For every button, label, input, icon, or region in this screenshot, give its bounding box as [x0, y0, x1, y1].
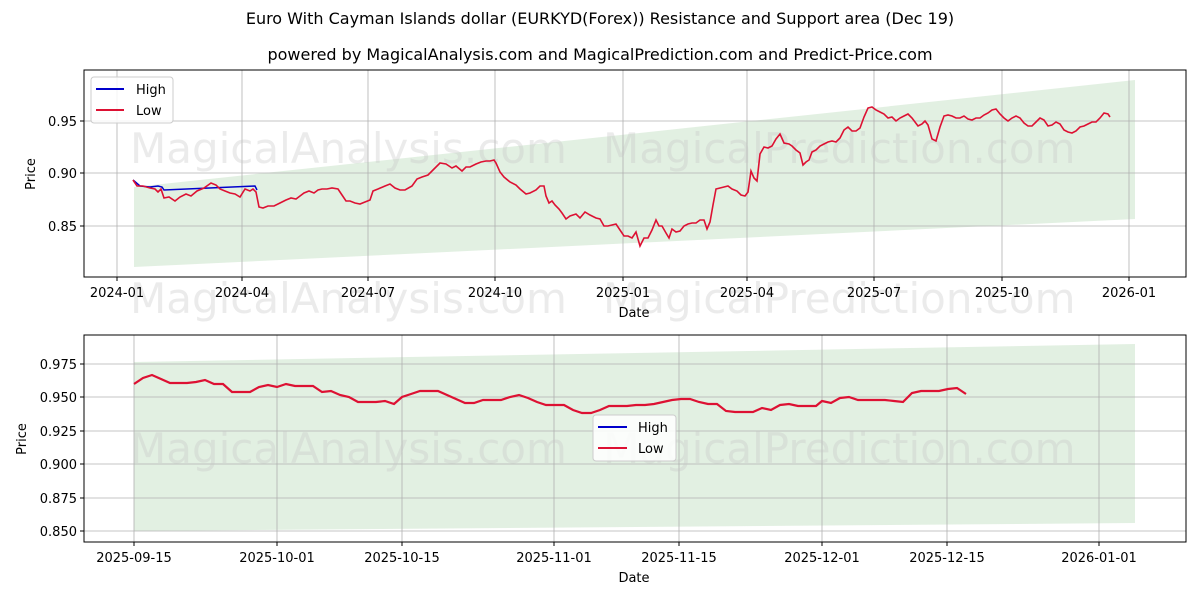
y-tick-label: 0.925	[40, 425, 77, 440]
top-chart: MagicalAnalysis.com MagicalPrediction.co…	[24, 69, 1187, 323]
watermark-prediction-bottom: MagicalPrediction.com	[603, 424, 1076, 473]
watermark-analysis-bottom: MagicalAnalysis.com	[130, 424, 567, 473]
y-tick-label: 0.95	[48, 115, 77, 130]
top-grid	[84, 70, 1186, 277]
bottom-legend: High Low	[592, 414, 677, 462]
y-tick-label: 0.85	[48, 220, 77, 235]
x-tick-label: 2025-07	[847, 286, 901, 301]
chart-title: Euro With Cayman Islands dollar (EURKYD(…	[245, 9, 955, 28]
top-legend: High Low	[90, 76, 174, 124]
legend-high-label: High	[638, 421, 668, 436]
top-y-axis-label: Price	[24, 158, 39, 190]
top-support-resistance-band	[134, 80, 1135, 267]
y-tick-label: 0.90	[48, 167, 77, 182]
y-tick-label: 0.850	[40, 525, 77, 540]
bottom-low-line	[133, 373, 967, 415]
y-tick-label: 0.900	[40, 458, 77, 473]
x-tick-label: 2025-10-01	[239, 551, 315, 566]
watermark-prediction-mid: MagicalPrediction.com	[603, 274, 1076, 323]
watermark-analysis-top: MagicalAnalysis.com	[130, 124, 567, 173]
legend-low-label: Low	[136, 104, 162, 119]
y-tick-label: 0.950	[40, 391, 77, 406]
x-tick-label: 2025-09-15	[96, 551, 172, 566]
top-axes-frame	[83, 69, 1187, 278]
bottom-axis-ticks: 2025-09-15 2025-10-01 2025-10-15 2025-11-01…	[40, 358, 1137, 566]
top-axis-ticks: 2024-01 2024-04 2024-07 2024-10 2025-01 2025-…	[48, 115, 1156, 301]
top-x-axis-label: Date	[618, 306, 649, 321]
watermark-analysis-mid: MagicalAnalysis.com	[130, 274, 567, 323]
x-tick-label: 2025-01	[596, 286, 650, 301]
bottom-axes-frame	[83, 334, 1187, 543]
x-tick-label: 2026-01	[1102, 286, 1156, 301]
bottom-x-axis-label: Date	[618, 571, 649, 586]
legend-high-label: High	[136, 83, 166, 98]
y-tick-label: 0.875	[40, 492, 77, 507]
x-tick-label: 2024-04	[215, 286, 269, 301]
x-tick-label: 2025-10	[975, 286, 1029, 301]
bottom-chart: MagicalAnalysis.com MagicalPrediction.co…	[15, 334, 1187, 586]
x-tick-label: 2025-10-15	[364, 551, 440, 566]
x-tick-label: 2025-04	[720, 286, 774, 301]
x-tick-label: 2024-07	[341, 286, 395, 301]
x-tick-label: 2026-01-01	[1061, 551, 1137, 566]
watermark-prediction-top: MagicalPrediction.com	[603, 124, 1076, 173]
x-tick-label: 2024-10	[468, 286, 522, 301]
x-tick-label: 2025-12-01	[784, 551, 860, 566]
y-tick-label: 0.975	[40, 358, 77, 373]
x-tick-label: 2025-11-01	[516, 551, 592, 566]
legend-low-label: Low	[638, 442, 664, 457]
bottom-y-axis-label: Price	[15, 423, 30, 455]
x-tick-label: 2024-01	[90, 286, 144, 301]
top-low-line	[132, 106, 1111, 249]
x-tick-label: 2025-12-15	[909, 551, 985, 566]
chart-subtitle: powered by MagicalAnalysis.com and Magic…	[267, 45, 933, 64]
x-tick-label: 2025-11-15	[641, 551, 717, 566]
